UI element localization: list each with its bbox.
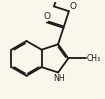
Text: NH: NH [53, 74, 64, 83]
Text: O: O [43, 12, 50, 21]
Text: O: O [69, 2, 76, 11]
Text: CH₃: CH₃ [87, 54, 101, 63]
